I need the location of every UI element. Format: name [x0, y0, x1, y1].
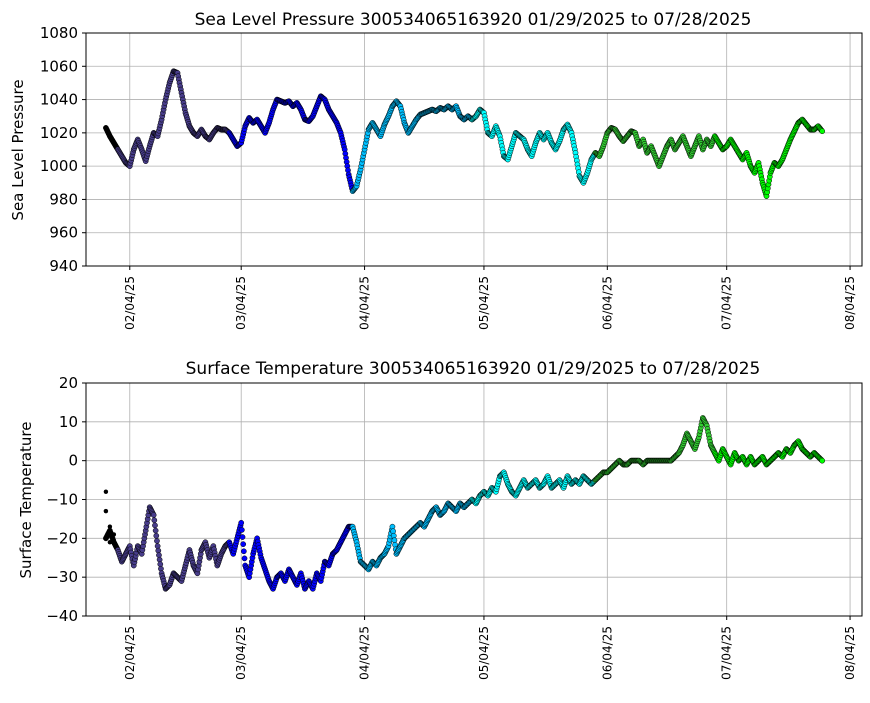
chart-title: Surface Temperature 300534065163920 01/2…	[186, 359, 761, 379]
x-tick-label: 05/04/25	[477, 626, 491, 680]
y-axis-label: Surface Temperature	[17, 422, 35, 579]
y-tick-label: 1000	[40, 157, 78, 175]
grid	[86, 32, 862, 267]
y-tick-label: 1060	[40, 57, 78, 75]
data-point	[240, 541, 247, 548]
data-point	[103, 489, 109, 494]
y-tick-label: −40	[46, 607, 78, 625]
data-point	[107, 539, 113, 545]
data-point	[239, 527, 245, 533]
x-tick-label: 08/04/25	[843, 276, 857, 330]
x-tick-label: 08/04/25	[843, 626, 857, 680]
y-tick-label: −30	[46, 568, 78, 586]
y-axis-label: Sea Level Pressure	[9, 79, 27, 220]
y-tick-label: 0	[68, 452, 78, 470]
axes: −40 −30 −20 −10 0 10 20 02/04/25 03/04/25 04/04/2…	[46, 374, 863, 680]
x-tick-label: 05/04/25	[477, 276, 491, 330]
y-tick-label: 20	[59, 374, 78, 392]
axes: 940 960 980 1000 1020 1040 1060 1080 02/04/25 03/…	[40, 24, 863, 330]
y-tick-label: −20	[46, 529, 78, 547]
x-tick-label: 06/04/25	[600, 626, 614, 680]
x-tick-label: 03/04/25	[234, 626, 248, 680]
data-point	[152, 527, 159, 534]
y-tick-label: 960	[49, 224, 78, 242]
data-point	[819, 457, 826, 464]
chart-title: Sea Level Pressure 300534065163920 01/29…	[195, 10, 752, 30]
y-tick-label: 10	[59, 413, 78, 431]
data-point	[111, 532, 117, 537]
data-point	[241, 548, 247, 555]
x-tick-label: 02/04/25	[123, 626, 137, 680]
sea-level-pressure-panel: Sea Level Pressure 300534065163920 01/29…	[9, 10, 863, 330]
y-tick-label: −10	[46, 491, 78, 509]
x-tick-label: 07/04/25	[720, 276, 734, 330]
data-points	[103, 415, 826, 592]
data-point	[151, 517, 158, 524]
x-tick-label: 03/04/25	[234, 276, 248, 330]
x-tick-label: 07/04/25	[720, 626, 734, 680]
y-tick-label: 980	[49, 190, 78, 208]
x-tick-label: 04/04/25	[358, 626, 372, 680]
y-tick-label: 940	[49, 257, 78, 275]
surface-temperature-panel: Surface Temperature 300534065163920 01/2…	[17, 359, 863, 680]
data-point	[153, 532, 160, 539]
plot-frame	[85, 32, 863, 267]
data-point	[152, 522, 158, 529]
data-point	[154, 538, 160, 544]
data-point	[103, 508, 109, 514]
x-tick-label: 06/04/25	[600, 276, 614, 330]
data-point	[239, 534, 246, 540]
data-point	[238, 519, 245, 526]
data-points	[103, 68, 826, 199]
y-tick-label: 1040	[40, 91, 78, 109]
data-point	[819, 128, 826, 135]
x-tick-label: 02/04/25	[123, 276, 137, 330]
data-point	[107, 524, 113, 529]
data-point	[241, 555, 248, 562]
plot-frame	[85, 382, 863, 617]
y-tick-label: 1080	[40, 24, 78, 42]
y-tick-label: 1020	[40, 124, 78, 142]
x-tick-label: 04/04/25	[358, 276, 372, 330]
data-point	[150, 512, 157, 518]
